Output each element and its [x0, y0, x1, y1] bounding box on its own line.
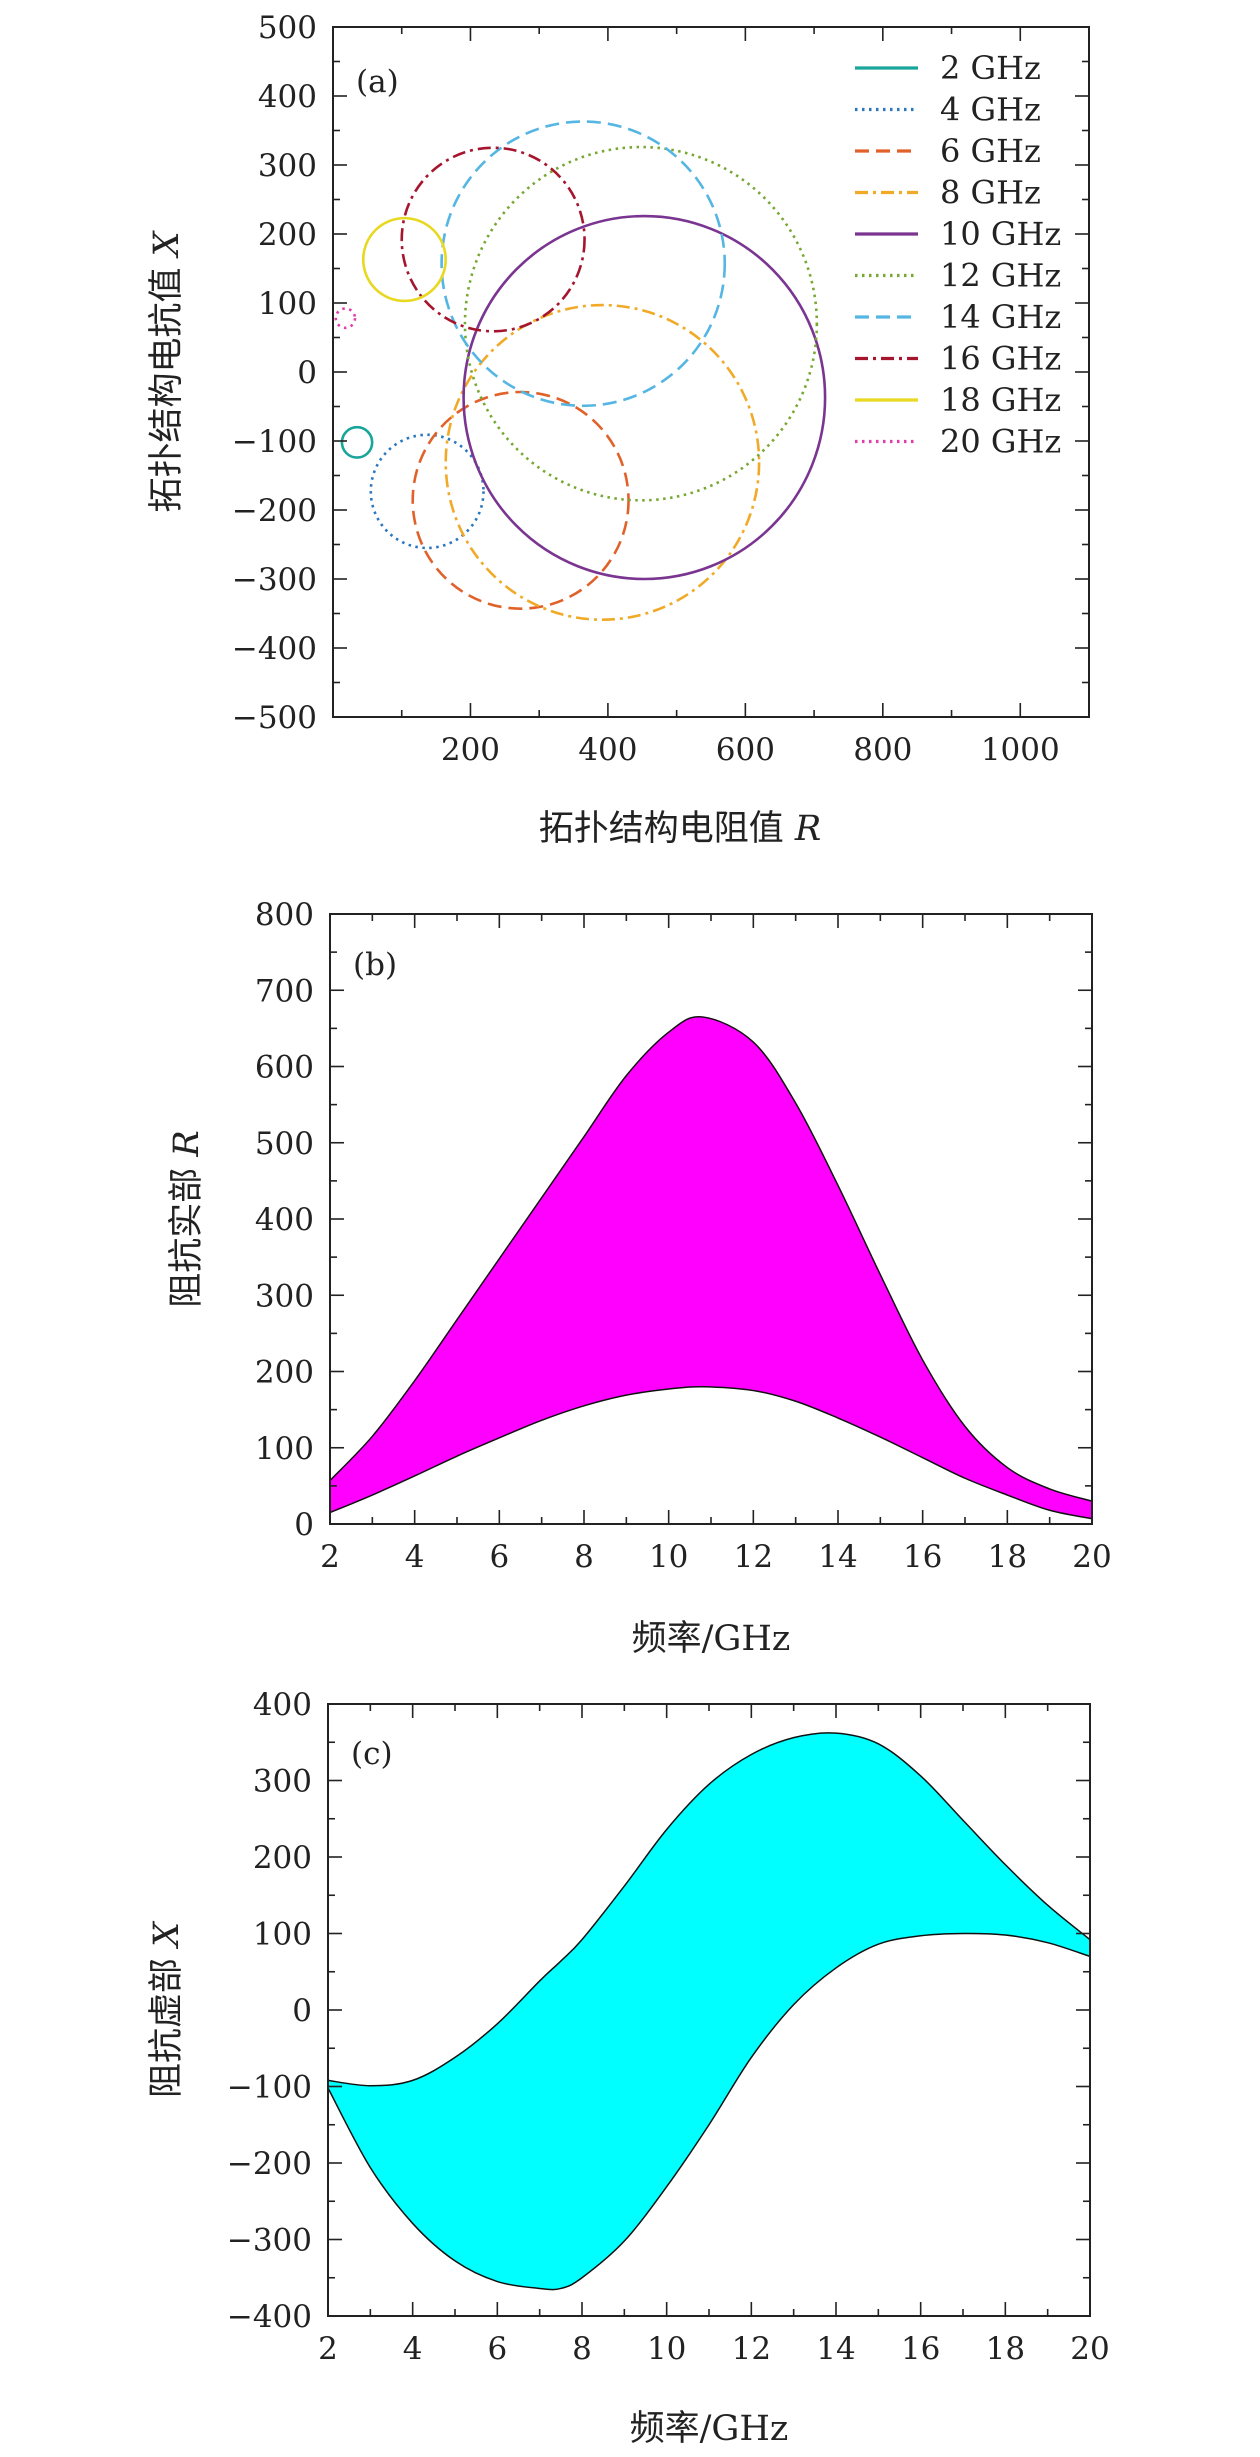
x-tick-label: 400 — [578, 732, 637, 768]
x-tick-label: 4 — [403, 2331, 423, 2367]
impedance-circle-10-ghz — [462, 214, 827, 581]
x-tick-label: 12 — [734, 1539, 773, 1575]
legend-label: 6 GHz — [940, 132, 1041, 170]
x-tick-label: 16 — [901, 2331, 940, 2367]
y-tick-label: 0 — [297, 355, 317, 391]
impedance-circle-12-ghz — [463, 145, 819, 502]
y-tick-label: 100 — [255, 1431, 314, 1467]
x-tick-label: 12 — [732, 2331, 771, 2367]
y-tick-label: −300 — [232, 562, 317, 598]
impedance-circle-4-ghz — [369, 433, 485, 550]
legend-label: 8 GHz — [940, 174, 1041, 212]
y-axis-title-b: 阻抗实部 R — [167, 1130, 207, 1308]
impedance-circle-6-ghz — [411, 390, 630, 610]
y-tick-label: 200 — [258, 217, 317, 253]
x-axis-title-c: 频率/GHz — [630, 2409, 789, 2449]
x-tick-label: 6 — [487, 2331, 507, 2367]
plot-c-band-area — [327, 1732, 1091, 2291]
x-tick-label: 20 — [1070, 2331, 1109, 2367]
x-axis-title-a: 拓扑结构电阻值 R — [539, 809, 822, 849]
y-tick-label: 100 — [253, 1917, 312, 1953]
y-tick-label: 500 — [255, 1126, 314, 1162]
x-tick-label: 10 — [647, 2331, 686, 2367]
x-tick-label: 2 — [320, 1539, 340, 1575]
y-tick-label: 0 — [292, 1993, 312, 2029]
y-axis-title-c: 阻抗虚部 X — [147, 1920, 187, 2098]
legend-label: 14 GHz — [940, 298, 1061, 336]
y-tick-label: 300 — [255, 1278, 314, 1314]
y-tick-label: −400 — [232, 631, 317, 667]
y-tick-label: 600 — [255, 1050, 314, 1086]
plot-b-band-area — [329, 1015, 1093, 1520]
y-tick-label: −300 — [227, 2223, 312, 2259]
y-tick-label: 0 — [294, 1507, 314, 1543]
legend-label: 4 GHz — [940, 91, 1041, 129]
plot-a-ticks: 200 400 600 800 1000 −500 −400 −300 −200 −100 0 100… — [232, 10, 1090, 768]
x-tick-label: 20 — [1072, 1539, 1111, 1575]
legend-label: 20 GHz — [940, 423, 1061, 461]
y-tick-label: 200 — [255, 1355, 314, 1391]
y-tick-label: −400 — [227, 2299, 312, 2335]
y-tick-label: 700 — [255, 973, 314, 1009]
panel-a-tag: (a) — [356, 64, 399, 100]
x-tick-label: 800 — [853, 732, 912, 768]
y-tick-label: 200 — [253, 1840, 312, 1876]
panel-b-tag: (b) — [353, 947, 397, 983]
x-tick-label: 4 — [405, 1539, 425, 1575]
x-tick-label: 18 — [988, 1539, 1027, 1575]
y-tick-label: 800 — [255, 897, 314, 933]
x-tick-label: 8 — [572, 2331, 592, 2367]
impedance-circle-2-ghz — [340, 425, 374, 459]
x-tick-label: 600 — [716, 732, 775, 768]
legend-label: 16 GHz — [940, 340, 1061, 378]
x-tick-label: 1000 — [981, 732, 1060, 768]
x-tick-label: 16 — [903, 1539, 942, 1575]
y-tick-label: 100 — [258, 286, 317, 322]
y-tick-label: 300 — [258, 148, 317, 184]
y-axis-title-a: 拓扑结构电抗值 X — [147, 229, 187, 512]
impedance-circle-16-ghz — [400, 146, 586, 333]
y-tick-label: −200 — [232, 493, 317, 529]
x-tick-label: 6 — [489, 1539, 509, 1575]
impedance-circle-18-ghz — [361, 216, 448, 303]
y-tick-label: −100 — [227, 2070, 312, 2106]
x-tick-label: 14 — [816, 2331, 855, 2367]
panel-c-imaginary-part: 2 4 6 8 10 12 14 16 18 20 −400 −300 −200 −100 0 100 200 3… — [147, 1687, 1110, 2449]
legend-label: 18 GHz — [940, 381, 1061, 419]
impedance-circle-20-ghz — [334, 307, 357, 330]
y-tick-label: 400 — [255, 1202, 314, 1238]
y-tick-label: −500 — [232, 700, 317, 736]
plot-c-ticks: 2 4 6 8 10 12 14 16 18 20 −400 −300 −200 −100 0 100 200 3… — [227, 1687, 1110, 2367]
x-tick-label: 14 — [818, 1539, 857, 1575]
y-tick-label: 400 — [253, 1687, 312, 1723]
x-tick-label: 2 — [318, 2331, 338, 2367]
x-tick-label: 200 — [441, 732, 500, 768]
y-tick-label: −200 — [227, 2146, 312, 2182]
x-tick-label: 10 — [649, 1539, 688, 1575]
panel-c-tag: (c) — [351, 1736, 393, 1772]
plot-b-ticks: 2 4 6 8 10 12 14 16 18 20010020030040050060070080… — [255, 897, 1112, 1575]
legend-label: 10 GHz — [940, 215, 1061, 253]
x-tick-label: 18 — [986, 2331, 1025, 2367]
legend-label: 12 GHz — [940, 257, 1061, 295]
x-tick-label: 8 — [574, 1539, 594, 1575]
y-tick-label: 300 — [253, 1764, 312, 1800]
x-axis-title-b: 频率/GHz — [632, 1619, 791, 1659]
legend-label: 2 GHz — [940, 49, 1041, 87]
impedance-circle-14-ghz — [440, 120, 727, 408]
impedance-circle-8-ghz — [444, 303, 761, 622]
y-tick-label: 500 — [258, 10, 317, 46]
y-tick-label: 400 — [258, 79, 317, 115]
panel-b-real-part: 2 4 6 8 10 12 14 16 18 20010020030040050060070080… — [167, 897, 1112, 1659]
y-tick-label: −100 — [232, 424, 317, 460]
plot-a-circles — [334, 120, 827, 622]
panel-a-impedance-circles: 200 400 600 800 1000 −500 −400 −300 −200 −100 0 100… — [147, 10, 1090, 849]
